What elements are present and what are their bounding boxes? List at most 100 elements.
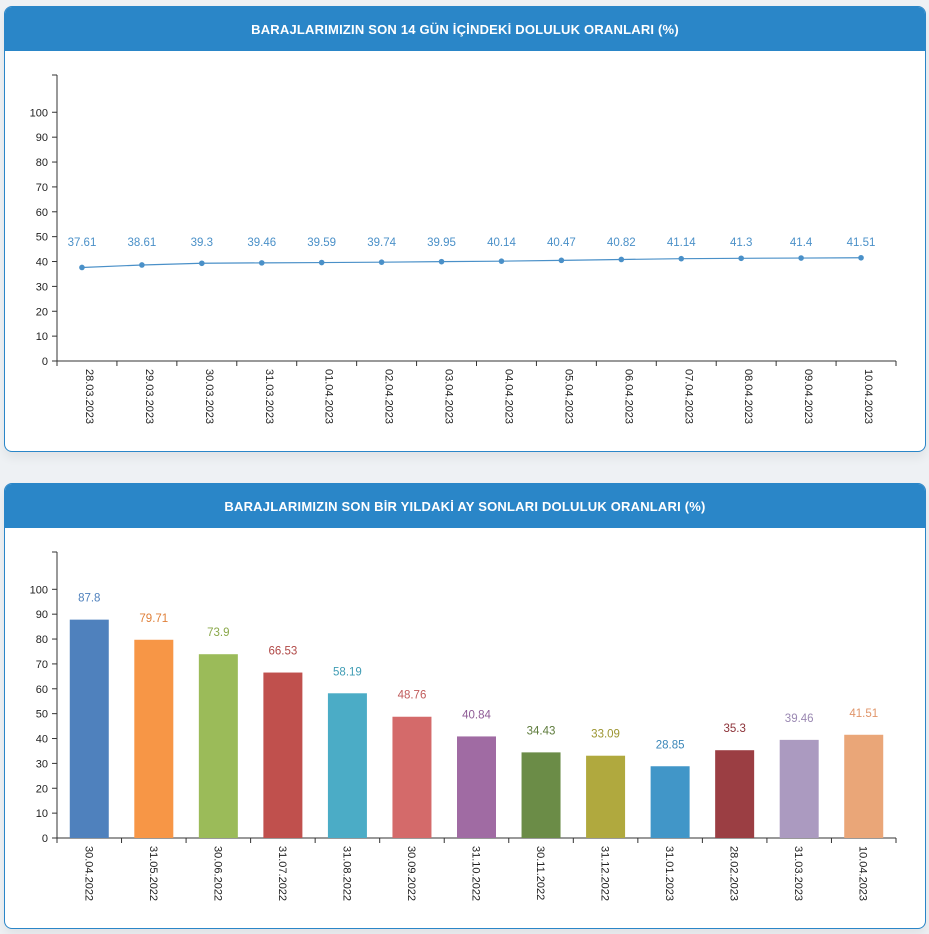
bar-y-tick-label: 20 <box>36 783 48 795</box>
line-x-tick-label: 30.03.2023 <box>203 369 215 424</box>
line-y-tick-label: 40 <box>36 257 48 269</box>
line-point <box>498 258 505 264</box>
bar-data-label: 41.51 <box>849 708 878 720</box>
line-point <box>558 257 565 264</box>
bar-x-tick-label: 30.09.2022 <box>405 846 417 901</box>
line-point <box>378 259 385 265</box>
bar-y-tick-label: 90 <box>36 609 48 621</box>
bar <box>779 739 819 838</box>
line-data-label: 39.59 <box>307 237 336 249</box>
line-y-tick-label: 90 <box>36 132 48 144</box>
bar-y-tick-label: 10 <box>36 808 48 820</box>
bar-data-label: 58.19 <box>333 666 362 678</box>
bar-data-label: 87.8 <box>78 593 100 605</box>
bar <box>650 766 690 838</box>
bar-chart-title: BARAJLARIMIZIN SON BİR YILDAKİ AY SONLAR… <box>5 484 925 528</box>
bar <box>844 734 884 838</box>
bar-x-tick-label: 31.10.2022 <box>470 846 482 901</box>
bar-y-tick-label: 30 <box>36 758 48 770</box>
line-x-tick-label: 28.03.2023 <box>83 369 95 424</box>
line-data-label: 41.3 <box>730 237 752 249</box>
line-point <box>318 259 325 266</box>
line-y-tick-label: 100 <box>30 107 48 119</box>
line-chart-panel: BARAJLARIMIZIN SON 14 GÜN İÇİNDEKİ DOLUL… <box>4 6 926 452</box>
line-point <box>79 264 85 271</box>
bar-x-tick-label: 30.06.2022 <box>211 846 223 901</box>
line-data-label: 40.82 <box>607 237 636 249</box>
bar <box>263 672 303 838</box>
line-y-tick-label: 50 <box>36 232 48 244</box>
line-y-tick-label: 30 <box>36 281 48 293</box>
line-y-tick-label: 70 <box>36 182 48 194</box>
bar-data-label: 35.3 <box>723 723 745 735</box>
bar-data-label: 40.84 <box>462 709 491 721</box>
line-y-tick-label: 10 <box>36 331 48 343</box>
line-point <box>738 255 744 262</box>
bar-x-tick-label: 31.07.2022 <box>276 846 288 901</box>
line-point <box>858 254 864 261</box>
bar <box>521 752 561 838</box>
bar <box>198 654 238 838</box>
bar <box>586 755 626 838</box>
line-point <box>798 255 804 261</box>
line-data-label: 41.4 <box>790 237 813 249</box>
bar-y-tick-label: 40 <box>36 734 48 746</box>
bar-data-label: 34.43 <box>527 725 556 737</box>
line-x-tick-label: 04.04.2023 <box>502 369 514 424</box>
bar-y-tick-label: 0 <box>42 833 48 845</box>
bar-data-label: 33.09 <box>591 729 620 741</box>
line-data-label: 39.95 <box>427 237 456 249</box>
bar <box>134 639 174 838</box>
line-y-tick-label: 0 <box>42 356 48 368</box>
line-point <box>258 260 265 266</box>
line-chart-title: BARAJLARIMIZIN SON 14 GÜN İÇİNDEKİ DOLUL… <box>5 7 925 51</box>
bar <box>327 693 367 838</box>
bar-data-label: 39.46 <box>785 713 814 725</box>
bar-x-tick-label: 30.04.2022 <box>82 846 94 901</box>
line-x-tick-label: 06.04.2023 <box>622 369 634 424</box>
line-data-label: 40.14 <box>487 237 516 249</box>
line-x-tick-label: 31.03.2023 <box>263 369 275 424</box>
line-point <box>618 256 625 263</box>
line-data-label: 37.61 <box>68 237 97 249</box>
bar-x-tick-label: 31.05.2022 <box>147 846 159 901</box>
line-chart: 0 10 20 30 40 50 60 70 80 90 100 37.61 38.61 39.3 39.4… <box>30 74 897 424</box>
bar-data-label: 79.71 <box>139 613 168 625</box>
bar-x-tick-label: 31.08.2022 <box>340 846 352 901</box>
bar-y-tick-label: 80 <box>36 634 48 646</box>
line-x-tick-label: 07.04.2023 <box>682 369 694 424</box>
bar-data-label: 66.53 <box>268 646 297 658</box>
line-data-label: 39.46 <box>247 237 276 249</box>
line-point <box>678 255 685 262</box>
bar-chart-panel: BARAJLARIMIZIN SON BİR YILDAKİ AY SONLAR… <box>4 483 926 929</box>
bar-x-tick-label: 28.02.2023 <box>728 846 740 901</box>
line-x-tick-label: 08.04.2023 <box>742 369 754 424</box>
line-y-tick-label: 60 <box>36 207 48 219</box>
line-point <box>139 262 145 268</box>
bar-x-tick-label: 31.01.2023 <box>663 846 675 901</box>
line-x-tick-label: 29.03.2023 <box>143 369 155 424</box>
line-data-label: 41.14 <box>667 237 696 249</box>
line-point <box>438 258 445 265</box>
line-data-label: 39.3 <box>191 237 213 249</box>
bar-data-label: 28.85 <box>656 739 685 751</box>
bar <box>69 619 109 838</box>
line-x-tick-label: 03.04.2023 <box>443 369 455 424</box>
bar-chart: 0 10 20 30 40 50 60 70 80 90 100 87.8 79.71 73.9 66.53… <box>30 551 897 901</box>
line-data-label: 40.47 <box>547 237 576 249</box>
bar-y-tick-label: 50 <box>36 709 48 721</box>
line-y-tick-label: 80 <box>36 157 48 169</box>
line-point <box>199 260 205 267</box>
bar-y-tick-label: 60 <box>36 684 48 696</box>
line-data-label: 41.51 <box>847 237 876 249</box>
line-x-tick-label: 01.04.2023 <box>323 369 335 424</box>
line-series <box>81 257 862 269</box>
line-y-tick-label: 20 <box>36 306 48 318</box>
bar <box>715 750 755 838</box>
line-data-label: 39.74 <box>367 237 396 249</box>
line-data-label: 38.61 <box>128 237 157 249</box>
line-x-tick-label: 10.04.2023 <box>862 369 874 424</box>
bar-x-tick-label: 30.11.2022 <box>534 846 546 900</box>
bar-y-tick-label: 100 <box>30 584 48 596</box>
bar-data-label: 48.76 <box>398 690 427 702</box>
